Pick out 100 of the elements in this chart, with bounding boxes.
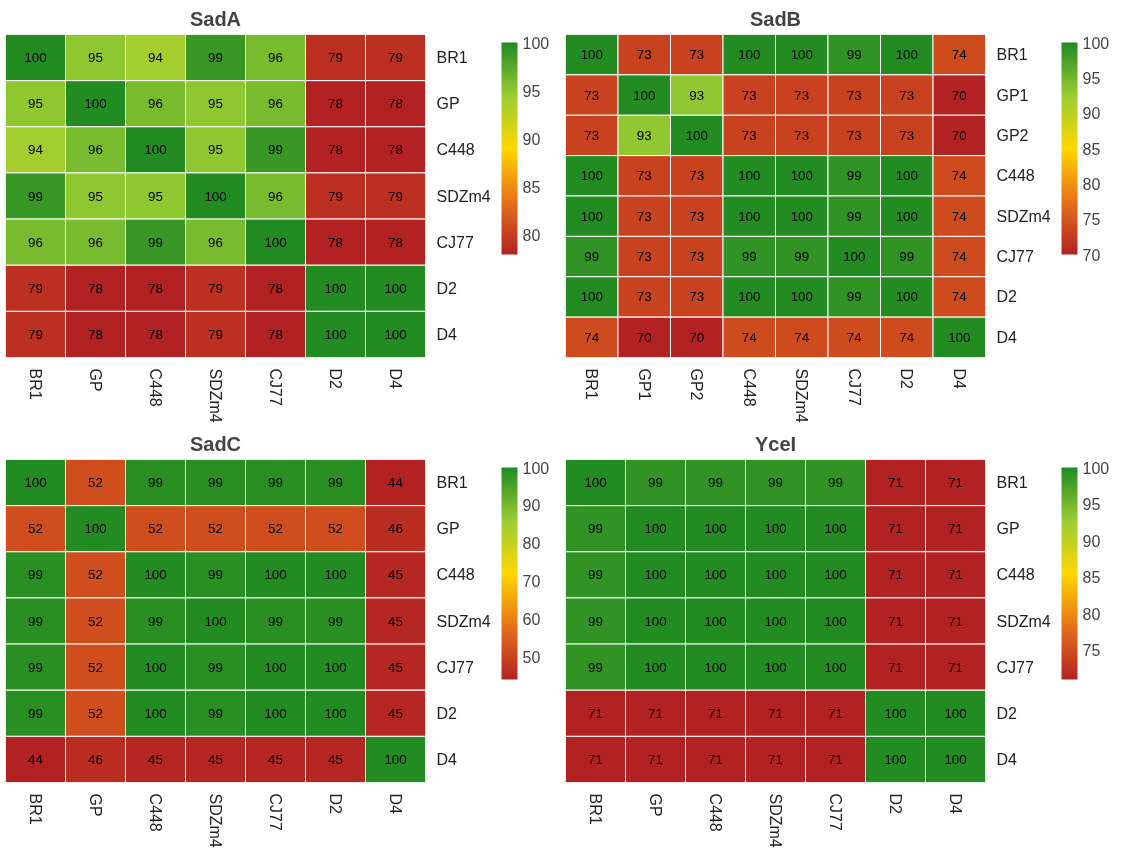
- data-label: 73: [584, 87, 600, 103]
- data-label: 71: [888, 475, 903, 491]
- data-label: 99: [148, 234, 163, 250]
- data-label: 71: [888, 659, 903, 675]
- data-label: 100: [144, 705, 167, 721]
- data-label: 74: [794, 329, 810, 345]
- data-label: 100: [644, 567, 667, 583]
- data-label: 71: [888, 567, 903, 583]
- data-label: 100: [264, 659, 287, 675]
- data-label: 71: [708, 751, 723, 767]
- y-tick-label: GP2: [996, 126, 1029, 144]
- data-label: 78: [388, 96, 403, 112]
- data-label: 74: [741, 329, 758, 345]
- data-label: 71: [888, 613, 903, 629]
- y-tick-label: SDZm4: [996, 207, 1051, 225]
- data-label: 45: [388, 705, 403, 721]
- data-label: 100: [644, 521, 667, 537]
- data-label: 94: [28, 142, 44, 158]
- data-label: 93: [689, 87, 705, 103]
- data-label: 99: [588, 567, 603, 583]
- x-tick-label: GP: [647, 793, 664, 817]
- data-label: 100: [633, 87, 656, 103]
- data-label: 96: [88, 142, 103, 158]
- data-label: 100: [704, 521, 727, 537]
- y-tick-label: CJ77: [436, 233, 474, 251]
- color-bar-label: 75: [1082, 642, 1101, 660]
- x-tick-label: BR1: [587, 793, 604, 825]
- color-bar-label: 90: [522, 497, 541, 515]
- data-label: 99: [208, 475, 223, 491]
- data-label: 78: [328, 96, 343, 112]
- data-label: 99: [148, 613, 163, 629]
- data-label: 99: [846, 168, 862, 184]
- data-label: 78: [388, 142, 403, 158]
- data-label: 71: [588, 705, 603, 721]
- color-bar-label: 95: [522, 82, 541, 100]
- x-tick-label: BR1: [583, 368, 601, 400]
- data-label: 100: [764, 521, 787, 537]
- data-label: 44: [28, 751, 44, 767]
- data-label: 95: [208, 96, 223, 112]
- data-label: 46: [388, 521, 403, 537]
- data-label: 73: [689, 249, 705, 265]
- data-label: 71: [828, 751, 843, 767]
- data-label: 100: [824, 659, 847, 675]
- data-label: 73: [689, 168, 705, 184]
- chart-title: SadA: [189, 7, 242, 30]
- data-label: 99: [741, 249, 757, 265]
- data-label: 99: [828, 475, 843, 491]
- data-label: 100: [84, 96, 107, 112]
- data-label: 99: [28, 613, 43, 629]
- x-tick-label: GP1: [635, 368, 653, 401]
- data-label: 71: [588, 751, 603, 767]
- data-label: 100: [324, 280, 347, 296]
- data-label: 73: [689, 289, 705, 305]
- data-label: 99: [648, 475, 663, 491]
- color-bar-label: 85: [1082, 140, 1101, 158]
- data-label: 45: [328, 751, 343, 767]
- y-tick-label: D4: [996, 750, 1018, 768]
- x-tick-label: SDZm4: [207, 793, 224, 848]
- color-bar-label: 90: [1082, 105, 1101, 123]
- data-label: 73: [689, 47, 705, 63]
- data-label: 45: [208, 751, 223, 767]
- data-label: 96: [208, 234, 223, 250]
- data-label: 99: [588, 659, 603, 675]
- data-label: 100: [324, 326, 347, 342]
- data-label: 73: [689, 208, 705, 224]
- color-bar-label: 60: [522, 610, 541, 628]
- data-label: 99: [28, 705, 43, 721]
- data-label: 100: [324, 567, 347, 583]
- data-label: 100: [790, 47, 813, 63]
- data-label: 99: [794, 249, 810, 265]
- data-label: 96: [28, 234, 43, 250]
- color-bar-label: 80: [1082, 605, 1101, 623]
- data-label: 99: [846, 47, 862, 63]
- data-label: 45: [268, 751, 283, 767]
- y-tick-label: GP: [436, 520, 460, 538]
- data-label: 73: [636, 47, 652, 63]
- x-tick-label: CJ77: [267, 793, 284, 831]
- y-tick-label: D2: [436, 279, 458, 297]
- data-label: 74: [951, 47, 968, 63]
- data-label: 45: [148, 751, 163, 767]
- data-label: 71: [768, 705, 783, 721]
- data-label: 78: [88, 326, 103, 342]
- data-label: 100: [144, 567, 167, 583]
- color-bar-label: 100: [1082, 34, 1110, 52]
- data-label: 71: [648, 705, 663, 721]
- data-label: 100: [644, 659, 667, 675]
- y-tick-label: CJ77: [996, 248, 1034, 266]
- data-label: 99: [208, 567, 223, 583]
- data-label: 71: [948, 567, 963, 583]
- y-tick-label: D2: [436, 704, 458, 722]
- data-label: 95: [88, 188, 103, 204]
- x-tick-label: BR1: [27, 793, 44, 825]
- data-label: 74: [846, 329, 863, 345]
- color-bar-label: 85: [1082, 569, 1101, 587]
- data-label: 100: [704, 613, 727, 629]
- data-label: 100: [24, 475, 47, 491]
- data-label: 71: [948, 521, 963, 537]
- data-label: 70: [636, 329, 652, 345]
- data-label: 74: [899, 329, 915, 345]
- data-label: 100: [204, 613, 227, 629]
